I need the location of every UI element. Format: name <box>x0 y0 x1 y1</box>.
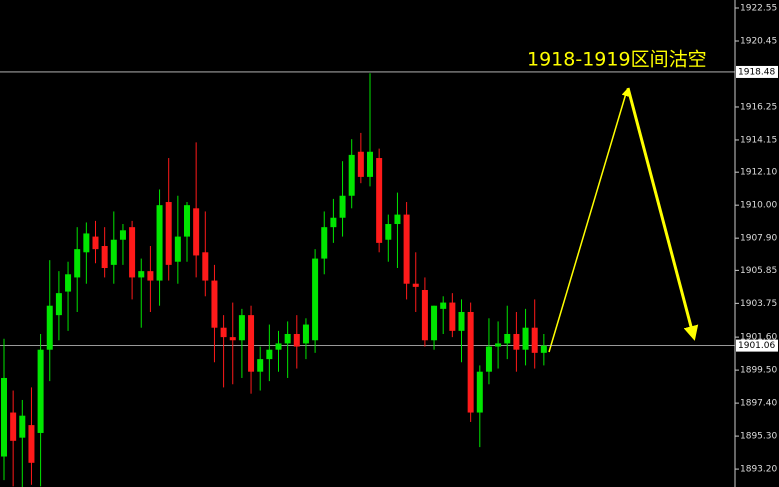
candle-body <box>449 302 456 331</box>
candle-body <box>193 208 200 256</box>
candle-body <box>293 333 300 347</box>
candle-body <box>339 195 346 218</box>
price-label-box <box>736 339 778 352</box>
candle-body <box>156 205 163 281</box>
price-label: 1901.06 <box>738 341 775 351</box>
candle-body <box>330 217 337 228</box>
y-tick-label: 1920.45 <box>740 37 777 47</box>
candle-body <box>302 324 309 344</box>
candle-body <box>376 158 383 243</box>
candle-body <box>321 227 328 259</box>
candle-body <box>458 311 465 331</box>
y-tick-label: 1901.60 <box>740 333 777 343</box>
candle-body <box>74 249 81 278</box>
candle-body <box>10 412 17 441</box>
candle-body <box>531 327 538 353</box>
candle-body <box>28 425 35 463</box>
candle-body <box>266 349 273 360</box>
candle-body <box>476 371 483 413</box>
candle-body <box>138 271 145 278</box>
candle-body <box>522 327 529 350</box>
candle-body <box>46 305 53 350</box>
y-tick-label: 1916.25 <box>740 102 777 112</box>
candle-body <box>119 230 126 240</box>
candle-body <box>101 246 108 269</box>
candle-body <box>312 258 319 341</box>
candle-body <box>485 346 492 372</box>
candle-body <box>248 315 255 372</box>
candle-body <box>83 233 90 253</box>
y-tick-label: 1910.00 <box>740 201 777 211</box>
candle-body <box>37 349 44 433</box>
candle-body <box>284 333 291 344</box>
candle-body <box>348 154 355 196</box>
candle-body <box>504 333 511 344</box>
candle-body <box>357 151 364 177</box>
candle-body <box>110 239 117 265</box>
price-label-box <box>736 65 778 78</box>
candle-body <box>55 293 62 316</box>
candle-body <box>385 224 392 240</box>
candle-body <box>129 227 136 278</box>
candle-body <box>467 311 474 413</box>
arrow-down <box>626 87 699 341</box>
candle-body <box>19 415 26 438</box>
annotation: 1918-1919区间沽空 <box>527 49 707 71</box>
candle-body <box>403 214 410 284</box>
candle-body <box>1 377 7 457</box>
candle-body <box>147 271 154 281</box>
price-label: 1918.48 <box>738 67 775 77</box>
candle-body <box>184 205 190 237</box>
arrow-up <box>548 88 629 353</box>
candle-body <box>165 202 172 265</box>
candle-body <box>229 337 236 341</box>
candle-body <box>431 305 438 341</box>
candle-body <box>394 214 401 225</box>
candle-body <box>495 343 502 347</box>
y-tick-label: 1893.20 <box>740 465 777 475</box>
y-tick-label: 1922.55 <box>740 4 777 14</box>
y-tick-label: 1912.10 <box>740 168 777 178</box>
candle-body <box>92 236 99 250</box>
y-tick-label: 1905.85 <box>740 266 777 276</box>
candle-body <box>275 343 282 350</box>
y-tick-label: 1907.90 <box>740 234 777 244</box>
y-tick-label: 1914.15 <box>740 135 777 145</box>
candle-body <box>257 359 264 372</box>
candle-body <box>367 151 373 177</box>
candle-body <box>513 333 520 350</box>
candle-body <box>238 315 245 341</box>
candle-body <box>65 274 72 292</box>
candle-body <box>421 290 428 341</box>
y-tick-label: 1899.50 <box>740 366 777 376</box>
candle-body <box>211 280 218 328</box>
y-tick-label: 1897.40 <box>740 399 777 409</box>
candle-body <box>220 327 227 338</box>
y-tick-label: 1895.30 <box>740 432 777 442</box>
candle-body <box>412 283 419 287</box>
candle-body <box>202 252 209 281</box>
candle-body <box>540 345 547 353</box>
candle-body <box>174 236 181 262</box>
candle-body <box>440 302 447 309</box>
y-tick-label: 1903.75 <box>740 299 777 309</box>
